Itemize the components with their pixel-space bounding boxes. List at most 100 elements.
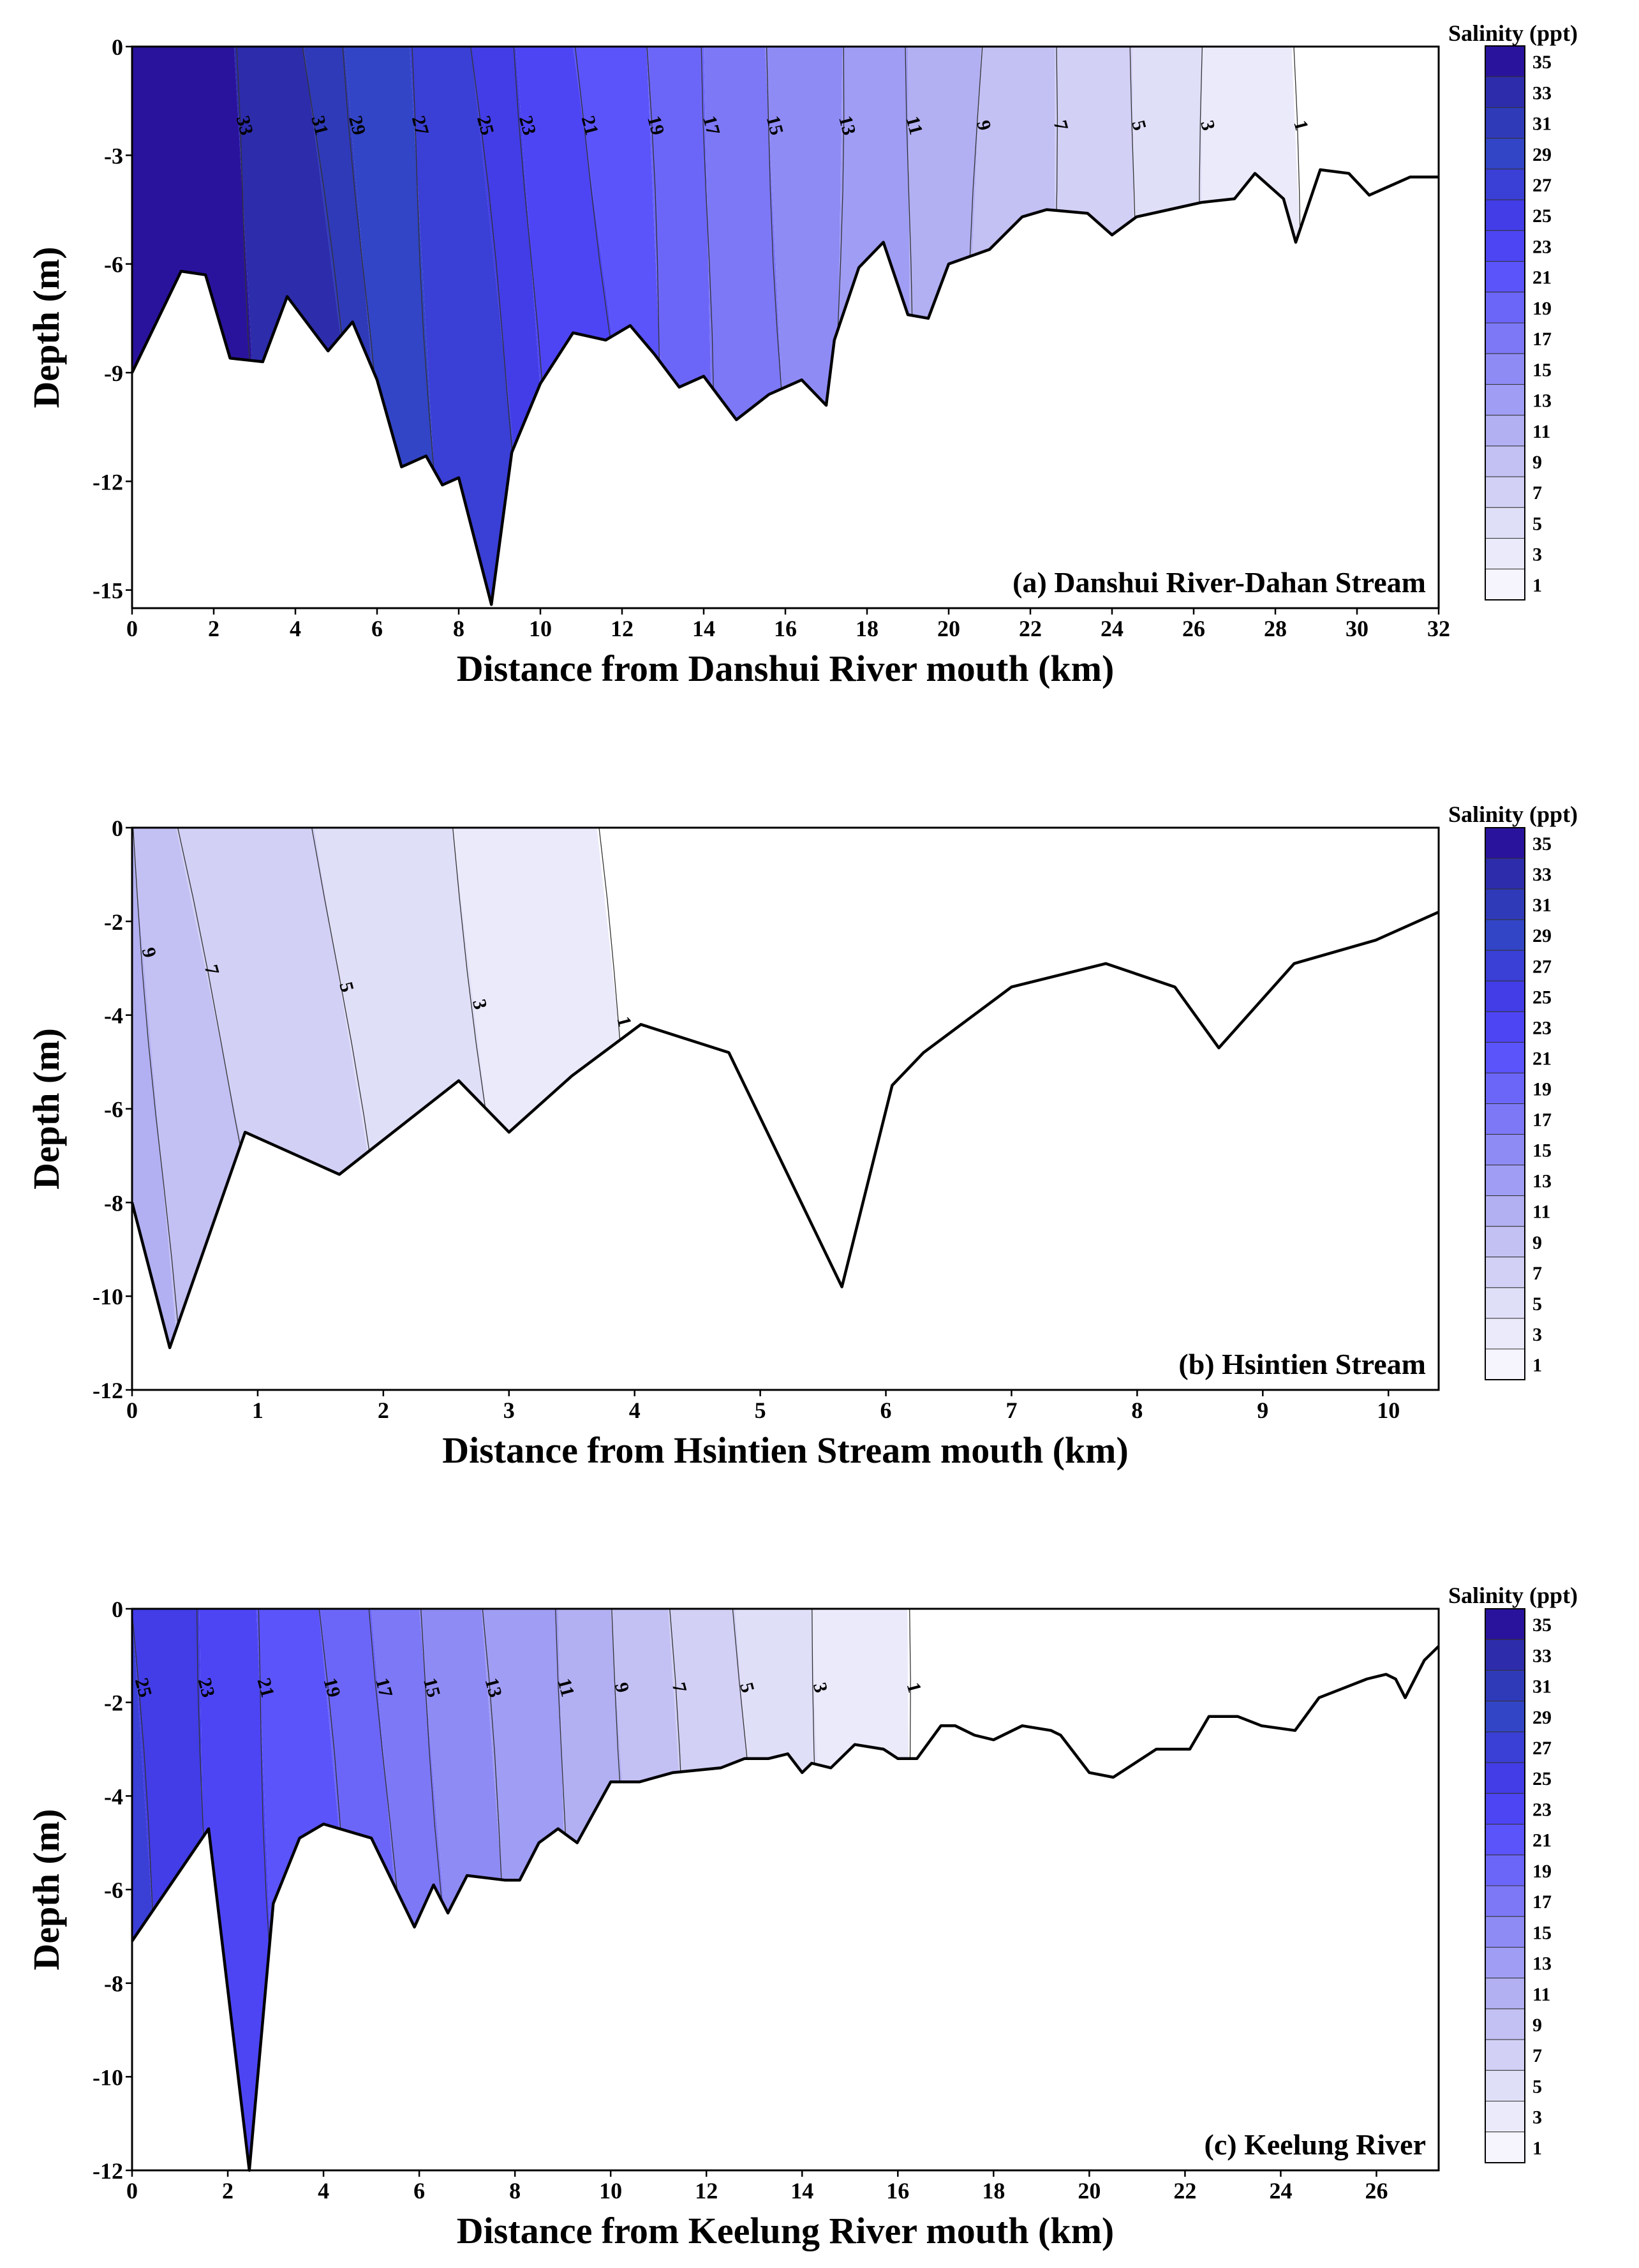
colorbar-label: 7 <box>1532 1263 1542 1284</box>
y-tick-label: -2 <box>104 909 123 935</box>
x-axis-title: Distance from Danshui River mouth (km) <box>457 648 1115 689</box>
colorbar-label: 23 <box>1532 1799 1552 1820</box>
colorbar-cell <box>1485 415 1525 447</box>
colorbar-cell <box>1485 507 1525 539</box>
colorbar-cell <box>1485 384 1525 416</box>
colorbar-label: 5 <box>1532 513 1542 534</box>
y-tick-label: -10 <box>93 2064 123 2090</box>
colorbar-cell <box>1485 827 1525 859</box>
y-tick-label: -10 <box>93 1284 123 1309</box>
x-tick-label: 8 <box>453 616 464 641</box>
colorbar-label: 21 <box>1532 1830 1552 1851</box>
x-tick-label: 2 <box>378 1398 389 1423</box>
y-tick-label: 0 <box>112 1597 123 1622</box>
colorbar-cell <box>1485 1195 1525 1227</box>
x-tick-label: 10 <box>599 2178 622 2204</box>
colorbar-cell <box>1485 1103 1525 1135</box>
colorbar-cell <box>1485 1916 1525 1948</box>
colorbar-label: 1 <box>1532 575 1542 596</box>
colorbar-label: 3 <box>1532 1324 1542 1345</box>
colorbar-cell <box>1485 230 1525 262</box>
colorbar-label: 13 <box>1532 1171 1552 1192</box>
colorbar-cell <box>1485 1885 1525 1917</box>
colorbar-cell <box>1485 1072 1525 1105</box>
colorbar-frame <box>1485 45 1525 601</box>
colorbar: 3533312927252321191715131197531Salinity … <box>1448 20 1578 601</box>
colorbar-label: 35 <box>1532 833 1552 854</box>
colorbar-label: 23 <box>1532 236 1552 257</box>
x-tick-label: 16 <box>774 616 797 641</box>
colorbar-label: 9 <box>1532 2015 1542 2036</box>
colorbar-label: 15 <box>1532 1140 1552 1161</box>
colorbar-cell <box>1485 888 1525 920</box>
colorbar-label: 9 <box>1532 452 1542 473</box>
colorbar-label: 21 <box>1532 1048 1552 1069</box>
colorbar-label: 3 <box>1532 2107 1542 2128</box>
colorbar-title: Salinity (ppt) <box>1448 802 1578 827</box>
x-tick-label: 6 <box>413 2178 425 2204</box>
colorbar-label: 27 <box>1532 1738 1552 1759</box>
colorbar-label: 35 <box>1532 1615 1552 1636</box>
colorbar-cell <box>1485 1041 1525 1073</box>
x-tick-label: 24 <box>1101 616 1124 641</box>
x-tick-label: 26 <box>1182 616 1205 641</box>
y-tick-label: -12 <box>93 1378 123 1403</box>
y-tick-label: -6 <box>104 252 123 278</box>
colorbar-title: Salinity (ppt) <box>1448 1583 1578 1608</box>
y-tick-label: -4 <box>104 1003 123 1029</box>
colorbar-cell <box>1485 1854 1525 1886</box>
y-tick-label: -8 <box>104 1190 123 1216</box>
colorbar-cell <box>1485 2070 1525 2102</box>
colorbar-frame <box>1485 1608 1525 2163</box>
colorbar-label: 27 <box>1532 175 1552 196</box>
colorbar-cell <box>1485 538 1525 570</box>
x-tick-label: 10 <box>529 616 552 641</box>
colorbar-cell <box>1485 292 1525 324</box>
x-tick-label: 22 <box>1019 616 1042 641</box>
colorbar-cell <box>1485 199 1525 231</box>
panel-c-keelung: 25 23 21 19 17 15 13 11 9 7 5 3 10 2 4 6 8 10 12 14 16 18 20 22… <box>26 1583 1578 2251</box>
x-tick-label: 4 <box>629 1398 641 1423</box>
colorbar-label: 35 <box>1532 52 1552 73</box>
colorbar-label: 21 <box>1532 267 1552 288</box>
x-tick-label: 12 <box>611 616 634 641</box>
x-tick-label: 14 <box>790 2178 813 2204</box>
colorbar-label: 29 <box>1532 144 1552 165</box>
y-tick-label: -12 <box>93 2158 123 2184</box>
x-tick-label: 2 <box>208 616 219 641</box>
colorbar-label: 11 <box>1532 1984 1550 2005</box>
y-tick-label: 0 <box>112 816 123 841</box>
x-tick-label: 18 <box>982 2178 1005 2204</box>
x-tick-label: 8 <box>509 2178 521 2204</box>
x-tick-label: 8 <box>1131 1398 1143 1423</box>
colorbar-label: 13 <box>1532 391 1552 412</box>
x-tick-label: 2 <box>222 2178 234 2204</box>
colorbar-cell <box>1485 1978 1525 2010</box>
y-tick-label: -6 <box>104 1097 123 1123</box>
colorbar-cell <box>1485 1762 1525 1794</box>
y-tick-label: -8 <box>104 1971 123 1997</box>
colorbar-label: 31 <box>1532 1676 1552 1697</box>
x-tick-label: 20 <box>937 616 960 641</box>
y-tick-label: -12 <box>93 469 123 495</box>
colorbar-label: 5 <box>1532 2076 1542 2097</box>
x-tick-label: 7 <box>1005 1398 1017 1423</box>
salinity-band <box>410 47 533 605</box>
colorbar-cell <box>1485 76 1525 108</box>
x-tick-label: 12 <box>695 2178 718 2204</box>
x-tick-label: 10 <box>1377 1398 1400 1423</box>
colorbar-cell <box>1485 919 1525 951</box>
colorbar-label: 11 <box>1532 1202 1550 1223</box>
panel-label: (b) Hsintien Stream <box>1178 1348 1426 1380</box>
x-tick-label: 9 <box>1257 1398 1268 1423</box>
x-tick-label: 0 <box>126 2178 138 2204</box>
x-tick-label: 3 <box>503 1398 515 1423</box>
x-tick-label: 30 <box>1346 616 1368 641</box>
colorbar-cell <box>1485 1011 1525 1043</box>
colorbar-cell <box>1485 1946 1525 1979</box>
panel-label: (a) Danshui River-Dahan Stream <box>1012 566 1426 599</box>
colorbar-title: Salinity (ppt) <box>1448 20 1578 46</box>
colorbar-cell <box>1485 950 1525 981</box>
colorbar-cell <box>1485 1165 1525 1197</box>
